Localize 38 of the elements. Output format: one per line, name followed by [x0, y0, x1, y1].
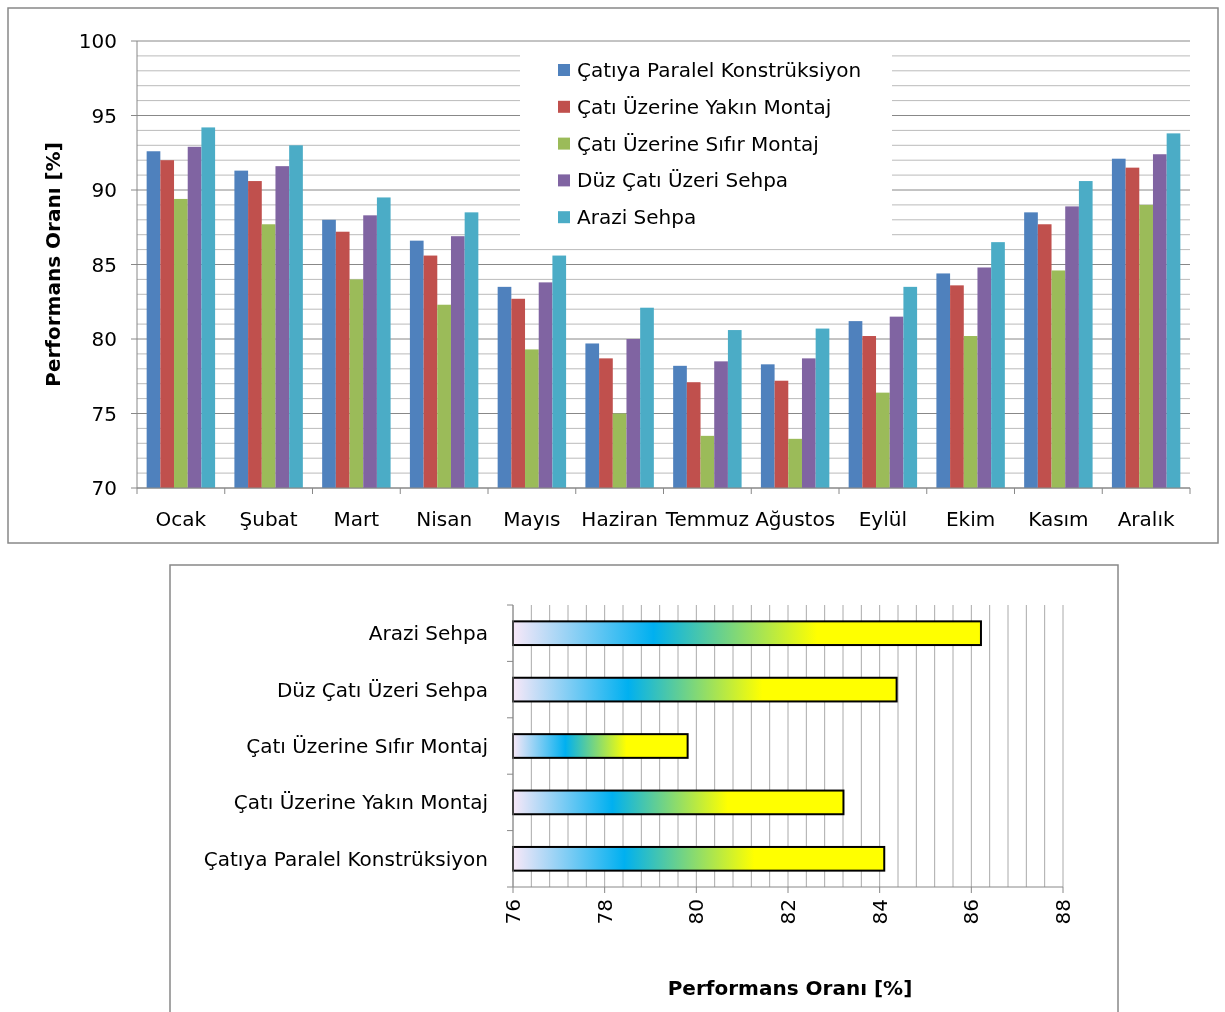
y-tick-label: 95 — [91, 103, 117, 128]
x-tick-label: Haziran — [581, 507, 658, 531]
x-tick-label: Nisan — [416, 507, 473, 531]
x-tick-label: 88 — [1051, 899, 1075, 925]
x-tick-label: 86 — [959, 899, 984, 925]
legend-label: Çatı Üzerine Sıfır Montaj — [577, 131, 819, 156]
y-tick-label: 85 — [91, 252, 117, 277]
y-tick-label: Düz Çatı Üzeri Sehpa — [276, 677, 488, 702]
y-tick-label: Çatıya Paralel Konstrüksiyon — [203, 846, 488, 871]
y-tick-label: 70 — [91, 476, 117, 500]
x-tick-label: 82 — [776, 899, 800, 925]
x-tick-label: Ocak — [155, 507, 207, 531]
x-tick-label: 84 — [867, 899, 892, 925]
legend-label: Çatı Üzerine Yakın Montaj — [577, 94, 832, 119]
y-axis-title: Performans Oranı [%] — [41, 142, 65, 387]
legend-label: Çatıya Paralel Konstrüksiyon — [577, 58, 862, 82]
y-tick-label: Çatı Üzerine Yakın Montaj — [233, 790, 488, 815]
y-tick-label: Çatı Üzerine Sıfır Montaj — [246, 734, 488, 758]
legend-label: Düz Çatı Üzeri Sehpa — [577, 168, 789, 193]
x-tick-label: Kasım — [1028, 507, 1089, 531]
x-axis-title: Performans Oranı [%] — [667, 976, 913, 1000]
x-tick-label: Temmuz — [664, 507, 750, 531]
y-tick-label: 90 — [91, 178, 117, 202]
x-tick-label: Mayıs — [503, 507, 561, 531]
x-tick-label: Mart — [333, 507, 380, 531]
y-tick-label: Arazi Sehpa — [368, 621, 488, 646]
x-tick-label: Eylül — [858, 507, 908, 531]
x-tick-label: Aralık — [1117, 507, 1175, 531]
x-tick-label: Ağustos — [755, 507, 836, 531]
x-tick-label: 76 — [501, 899, 525, 925]
y-tick-label: 100 — [78, 29, 117, 53]
x-tick-label: Ekim — [945, 507, 996, 531]
y-tick-label: 80 — [91, 327, 117, 351]
y-tick-label: 75 — [91, 401, 117, 426]
x-tick-label: Şubat — [239, 507, 298, 531]
x-tick-label: 78 — [592, 899, 617, 925]
x-tick-label: 80 — [684, 899, 709, 925]
legend-label: Arazi Sehpa — [577, 205, 697, 230]
